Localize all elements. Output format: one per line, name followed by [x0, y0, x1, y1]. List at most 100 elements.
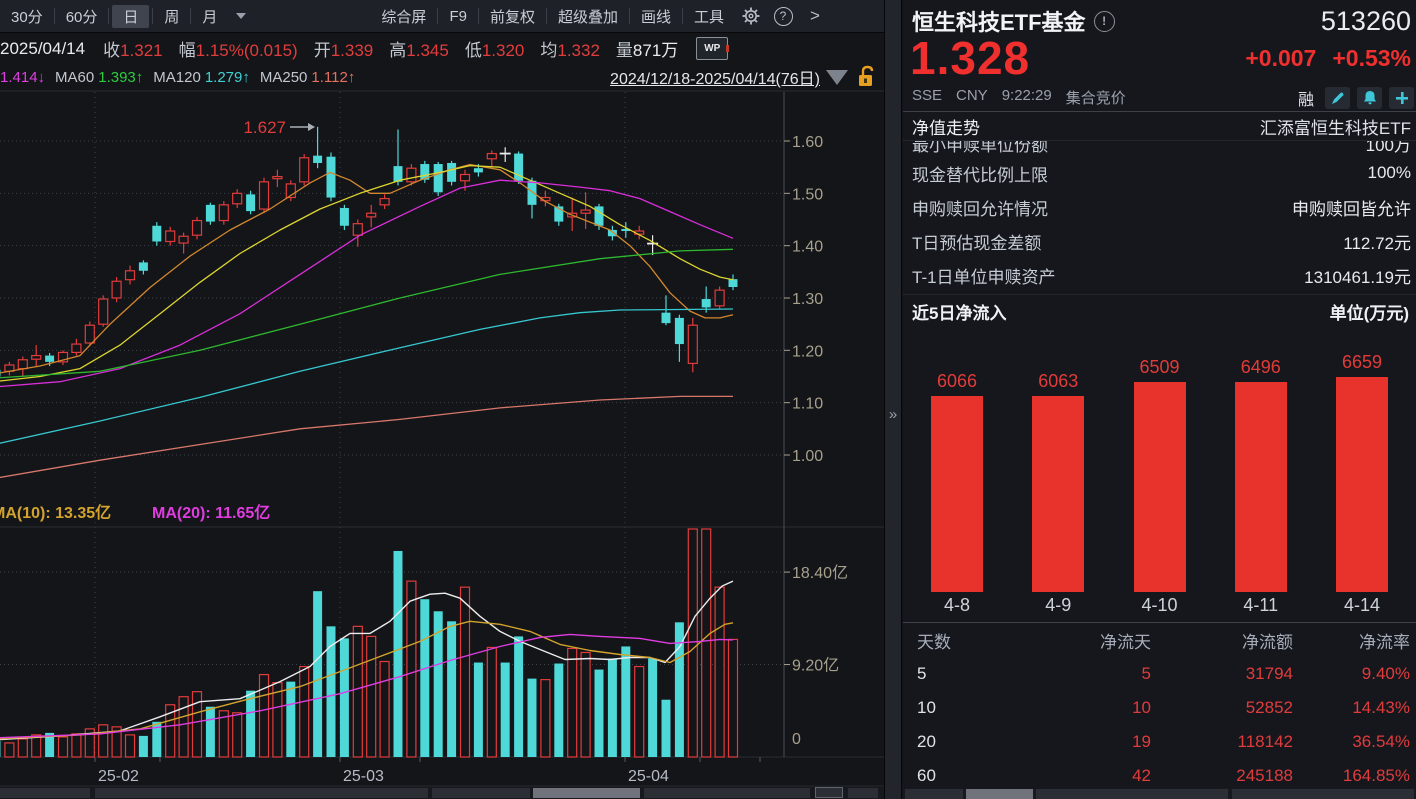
flow-table-row: 10 10 52852 14.43% [903, 691, 1416, 725]
fund-code: 513260 [1320, 5, 1411, 36]
ma-bar-right: 2024/12/18-2025/04/14(76日) [610, 65, 884, 89]
volume-bar [607, 658, 617, 757]
period-button-周[interactable]: 周 [164, 8, 180, 26]
svg-text:25-02: 25-02 [98, 768, 139, 785]
field-label: 幅 [178, 41, 196, 60]
info-icon[interactable]: ! [1093, 10, 1115, 32]
range-dropdown-icon[interactable] [826, 69, 848, 85]
scrollbar-thumb[interactable] [966, 789, 1033, 799]
candle-body [232, 192, 243, 205]
volume-bar [191, 691, 203, 758]
candle-body [701, 299, 711, 308]
unlock-icon[interactable] [856, 65, 876, 89]
flow-table-cell: 36.54% [1352, 732, 1410, 751]
ma-value: 1.414↓ [0, 68, 46, 86]
field-label: 收 [103, 41, 121, 60]
toolbar-separator [545, 8, 547, 24]
settings-gear-icon[interactable] [740, 5, 762, 27]
candle-body [71, 343, 82, 354]
info-row-label: T-1日单位申赎资产 [912, 267, 1056, 287]
flow-table-header: 天数 净流天 净流额 净流率 [903, 623, 1416, 657]
toolbar-more-icon[interactable]: > [804, 5, 826, 27]
info-row-label: T日预估现金差额 [912, 233, 1042, 253]
field-value: 1.320 [481, 41, 525, 60]
ma-line-MA30 [0, 179, 734, 388]
flow-bar-value: 6496 [1240, 357, 1281, 377]
toolbar-separator [53, 8, 55, 24]
volume-bar [687, 528, 698, 758]
candle-body [246, 194, 256, 212]
scrollbar-segment [1232, 789, 1414, 799]
flow-bar-date: 4-9 [1045, 595, 1072, 615]
volume-bar [393, 550, 403, 757]
menu-button-超级叠加[interactable]: 超级叠加 [557, 8, 618, 26]
volume-bar [459, 586, 471, 758]
collapse-panel-button[interactable]: » [888, 406, 898, 423]
info-row: 申购赎回允许情况 申购赎回皆允许 [903, 190, 1416, 224]
candle-body [554, 206, 564, 222]
menu-button-综合屏[interactable]: 综合屏 [381, 8, 427, 26]
menu-button-F9[interactable]: F9 [449, 7, 467, 25]
menu-button-工具[interactable]: 工具 [694, 8, 725, 26]
quote-title-row: 恒生科技ETF基金 ! 513260 [903, 4, 1416, 38]
volume-bar [420, 599, 430, 757]
info-row: T日预估现金差额 112.72元 [903, 224, 1416, 258]
date-range-selector[interactable]: 2024/12/18-2025/04/14(76日) [610, 71, 820, 88]
candle-body [473, 168, 483, 173]
flow-table-cell: 31794 [1245, 664, 1293, 683]
ma-legend-bar: 1.414↓ MA60 1.393↑ MA120 1.279↑ MA250 1.112↑ 2… [0, 64, 884, 90]
field-value: 1.339 [330, 41, 374, 60]
svg-text:18.40亿: 18.40亿 [792, 564, 848, 582]
add-plus-button[interactable] [1389, 86, 1414, 109]
candle-body [594, 206, 604, 226]
field-value: 1.321 [120, 41, 163, 60]
volume-bar [4, 742, 15, 758]
period-button-30分[interactable]: 30分 [11, 8, 43, 26]
field-均: 均1.332 [540, 36, 600, 61]
flow-table-cell: 245188 [1236, 766, 1293, 785]
period-button-60分[interactable]: 60分 [65, 8, 98, 26]
scrollbar-segment [905, 789, 963, 799]
candle-body [111, 280, 122, 299]
volume-bar [71, 733, 82, 758]
info-row: 现金替代比例上限 100% [903, 156, 1416, 190]
field-幅: 幅1.15%(0.015) [179, 36, 298, 61]
period-button-月[interactable]: 月 [202, 8, 218, 26]
nav-tab-row[interactable]: 净值走势 汇添富恒生科技ETF [903, 112, 1416, 141]
chart-horizontal-scrollbar[interactable] [0, 787, 884, 799]
candle-body [621, 228, 631, 232]
volume-bar [205, 706, 215, 757]
alert-bell-button[interactable] [1357, 86, 1382, 109]
nav-trend-label[interactable]: 净值走势 [912, 118, 980, 138]
net-inflow-date-axis: 4-8 4-9 4-10 4-11 4-14 [903, 592, 1416, 622]
scrollbar-zoom-box[interactable] [815, 787, 843, 798]
edit-pencil-button[interactable] [1325, 86, 1350, 109]
grid-lines [0, 90, 884, 787]
flow-bar [1234, 382, 1287, 592]
flow-table-cell: 14.43% [1352, 698, 1410, 717]
scrollbar-thumb[interactable] [533, 788, 640, 798]
flow-table-cell: 60 [917, 766, 936, 785]
scrollbar-segment [95, 788, 428, 798]
flow-bar [1032, 396, 1085, 592]
kline-chart-canvas[interactable]: 1.60 1.50 1.40 1.30 1.20 1.10 1.00 18.40亿 9.20亿 0… [0, 90, 884, 799]
wp-monitor-icon[interactable]: WP [696, 37, 730, 60]
svg-text:1.20: 1.20 [792, 343, 823, 360]
period-button-日[interactable]: 日 [112, 4, 150, 28]
volume-bar [138, 735, 148, 757]
volume-bar [500, 662, 510, 757]
candle-body [205, 204, 215, 222]
candle-body [218, 204, 229, 222]
menu-button-前复权[interactable]: 前复权 [489, 8, 535, 26]
panel-horizontal-scrollbar[interactable] [903, 788, 1416, 799]
period-dropdown-icon[interactable] [236, 13, 247, 19]
flow-bar-date: 4-8 [943, 595, 970, 615]
help-icon[interactable]: ? [772, 5, 794, 27]
flow-bar-column: 6066 [909, 330, 1005, 592]
svg-text:1.60: 1.60 [792, 134, 823, 151]
flow-bar-column: 6509 [1112, 330, 1208, 592]
menu-button-画线[interactable]: 画线 [640, 8, 671, 26]
candle-body [527, 180, 537, 205]
price-change-block: +0.007 +0.53% [1245, 45, 1411, 72]
